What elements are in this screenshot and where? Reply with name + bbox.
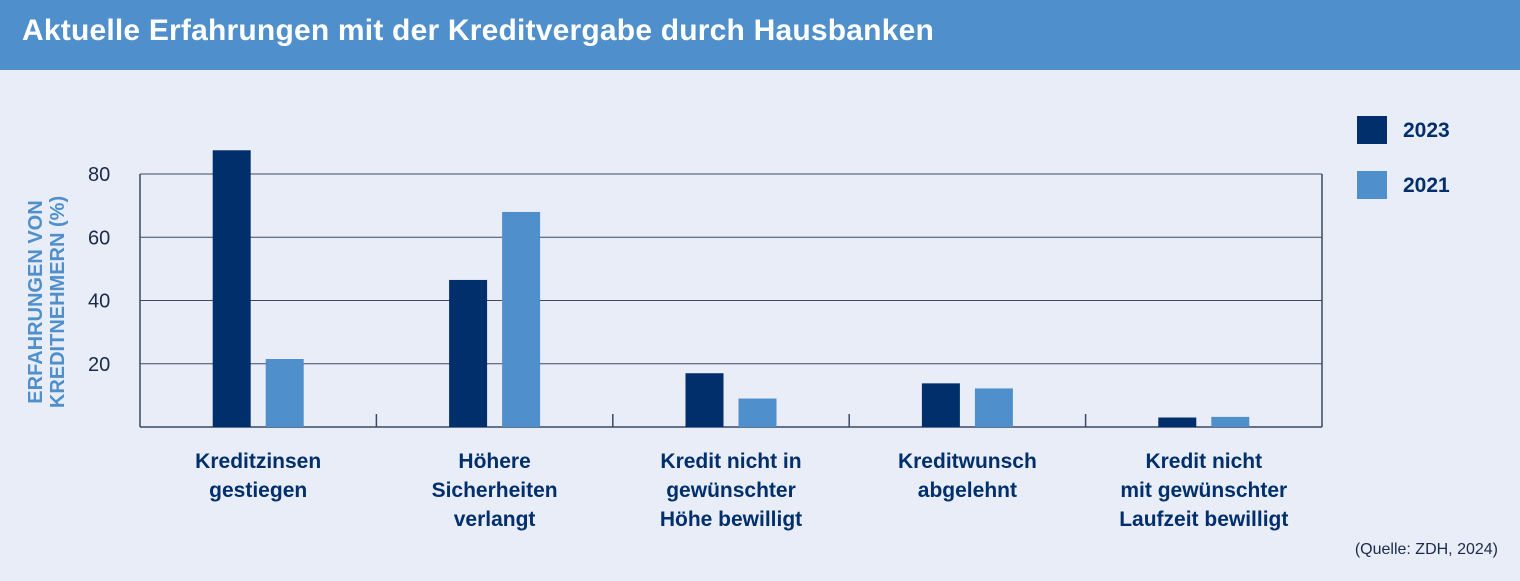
x-category-label: gestiegen [209, 479, 307, 502]
legend-swatch-2021 [1357, 171, 1387, 199]
y-tick-label: 20 [88, 354, 110, 376]
bar-2021 [738, 398, 777, 427]
x-category-label: Höhere [458, 450, 530, 473]
x-category-label: Kredit nicht [1145, 450, 1262, 473]
legend-label-2021: 2021 [1403, 174, 1450, 197]
x-category-label: Kredit nicht in [660, 450, 801, 473]
bar-2023 [212, 150, 251, 427]
bar-2023 [449, 279, 488, 427]
y-tick-label: 80 [88, 164, 110, 186]
x-category-label: Kreditzinsen [195, 450, 321, 473]
source-note: (Quelle: ZDH, 2024) [1354, 541, 1498, 558]
legend-swatch-2023 [1357, 116, 1387, 144]
x-category-label: Laufzeit bewilligt [1119, 508, 1288, 531]
x-category-label: Sicherheiten [432, 479, 558, 502]
bar-2021 [502, 211, 541, 427]
x-category-label: abgelehnt [918, 479, 1017, 502]
header-bar: Aktuelle Erfahrungen mit der Kreditverga… [0, 0, 1520, 70]
bar-2023 [685, 373, 724, 427]
x-category-label: gewünschter [666, 479, 796, 502]
bar-2023 [921, 383, 960, 427]
bar-2021 [265, 359, 304, 427]
y-tick-label: 60 [88, 227, 110, 249]
bar-2023 [1158, 417, 1197, 427]
bar-2021 [1211, 416, 1250, 427]
x-category-label: mit gewünschter [1120, 479, 1287, 502]
legend-label-2023: 2023 [1403, 119, 1450, 142]
x-category-label: Höhe bewilligt [660, 508, 802, 531]
page-title: Aktuelle Erfahrungen mit der Kreditverga… [22, 14, 935, 47]
bar-2021 [974, 388, 1013, 427]
x-category-label: Kreditwunsch [898, 450, 1037, 473]
y-tick-label: 40 [88, 291, 110, 313]
x-category-label: verlangt [454, 508, 536, 531]
